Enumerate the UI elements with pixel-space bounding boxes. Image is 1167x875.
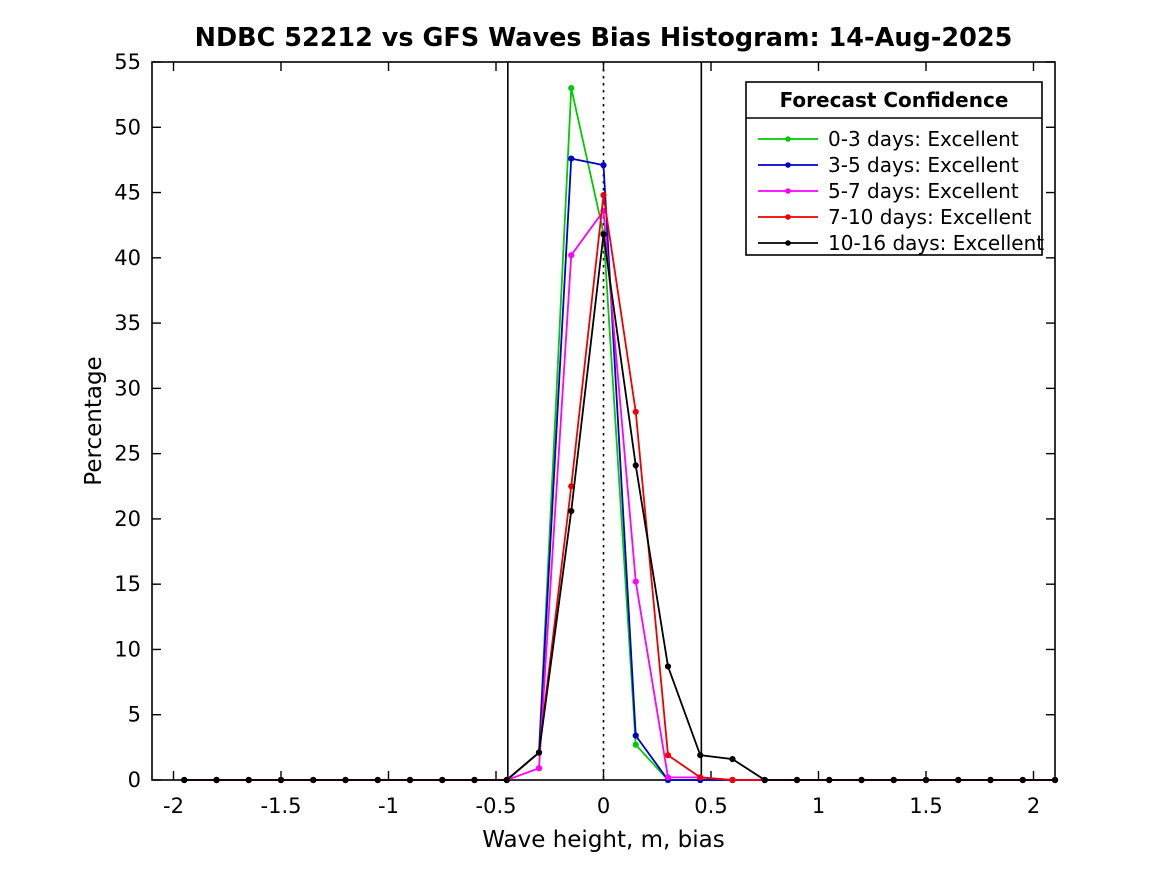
- series-point: [793, 776, 801, 784]
- series-point: [503, 776, 510, 784]
- y-tick-label: 30: [114, 376, 141, 400]
- series-point: [1019, 776, 1026, 784]
- series-point: [664, 663, 672, 670]
- x-tick-label: -1.5: [261, 794, 302, 818]
- series-point: [1051, 776, 1059, 784]
- x-tick-label: 1: [812, 794, 825, 818]
- x-tick-label: -2: [163, 794, 184, 818]
- series-point: [406, 776, 414, 784]
- series-point: [632, 732, 639, 739]
- y-axis-label: Percentage: [81, 356, 107, 485]
- legend-marker-0: [785, 136, 791, 142]
- series-point: [664, 752, 672, 759]
- series-point: [471, 776, 478, 784]
- series-point: [568, 155, 575, 162]
- series-point: [374, 776, 381, 784]
- series-point: [181, 776, 188, 784]
- y-tick-label: 5: [128, 703, 141, 727]
- series-point: [568, 85, 575, 92]
- series-point: [632, 741, 639, 748]
- y-tick-label: 55: [114, 50, 141, 74]
- legend-title: Forecast Confidence: [780, 88, 1009, 112]
- series-point: [277, 776, 285, 784]
- series-point: [955, 776, 962, 784]
- legend-marker-1: [785, 162, 791, 168]
- series-point: [632, 462, 639, 469]
- y-tick-label: 25: [114, 442, 141, 466]
- series-point: [697, 774, 704, 781]
- legend-marker-2: [785, 188, 791, 194]
- series-point: [310, 776, 317, 784]
- legend-label-3: 7-10 days: Excellent: [828, 205, 1032, 229]
- series-point: [600, 192, 607, 199]
- series-point: [600, 231, 607, 238]
- series-point: [697, 752, 704, 759]
- series-point: [890, 776, 897, 784]
- chart-title: NDBC 52212 vs GFS Waves Bias Histogram: …: [195, 23, 1013, 53]
- series-point: [535, 749, 543, 756]
- legend-marker-3: [785, 214, 791, 220]
- legend-label-4: 10-16 days: Excellent: [828, 231, 1044, 255]
- x-tick-label: 0.5: [694, 794, 727, 818]
- y-tick-label: 20: [114, 507, 141, 531]
- x-tick-label: 2: [1027, 794, 1040, 818]
- series-point: [568, 252, 575, 259]
- series-line-4: [184, 234, 1055, 781]
- x-tick-label: -0.5: [476, 794, 517, 818]
- y-tick-label: 40: [114, 246, 141, 270]
- y-tick-label: 0: [128, 768, 141, 792]
- series-point: [600, 162, 607, 169]
- series-point: [535, 765, 543, 772]
- series-point: [632, 408, 639, 415]
- series-point: [922, 776, 930, 784]
- legend-label-2: 5-7 days: Excellent: [828, 179, 1019, 203]
- series-point: [664, 774, 672, 781]
- series-point: [632, 578, 639, 585]
- series-point: [213, 776, 220, 784]
- x-tick-label: -1: [378, 794, 399, 818]
- series-point: [761, 776, 768, 784]
- series-point: [568, 507, 575, 515]
- x-tick-label: 1.5: [909, 794, 942, 818]
- x-tick-label: 0: [597, 794, 610, 818]
- y-tick-label: 50: [114, 115, 141, 139]
- legend-label-0: 0-3 days: Excellent: [828, 127, 1019, 151]
- series-point: [342, 776, 349, 784]
- series-point: [858, 776, 865, 784]
- series-point: [245, 776, 252, 784]
- legend-label-1: 3-5 days: Excellent: [828, 153, 1019, 177]
- y-tick-label: 15: [114, 572, 141, 596]
- y-tick-label: 35: [114, 311, 141, 335]
- series-point: [729, 756, 736, 763]
- series-point: [987, 776, 994, 784]
- y-tick-label: 45: [114, 181, 141, 205]
- y-tick-label: 10: [114, 637, 141, 661]
- legend-box: [745, 81, 1043, 256]
- series-point: [439, 776, 446, 784]
- legend-marker-4: [785, 240, 791, 246]
- series-point: [826, 776, 833, 784]
- x-axis-label: Wave height, m, bias: [482, 827, 724, 853]
- series-point: [729, 776, 736, 784]
